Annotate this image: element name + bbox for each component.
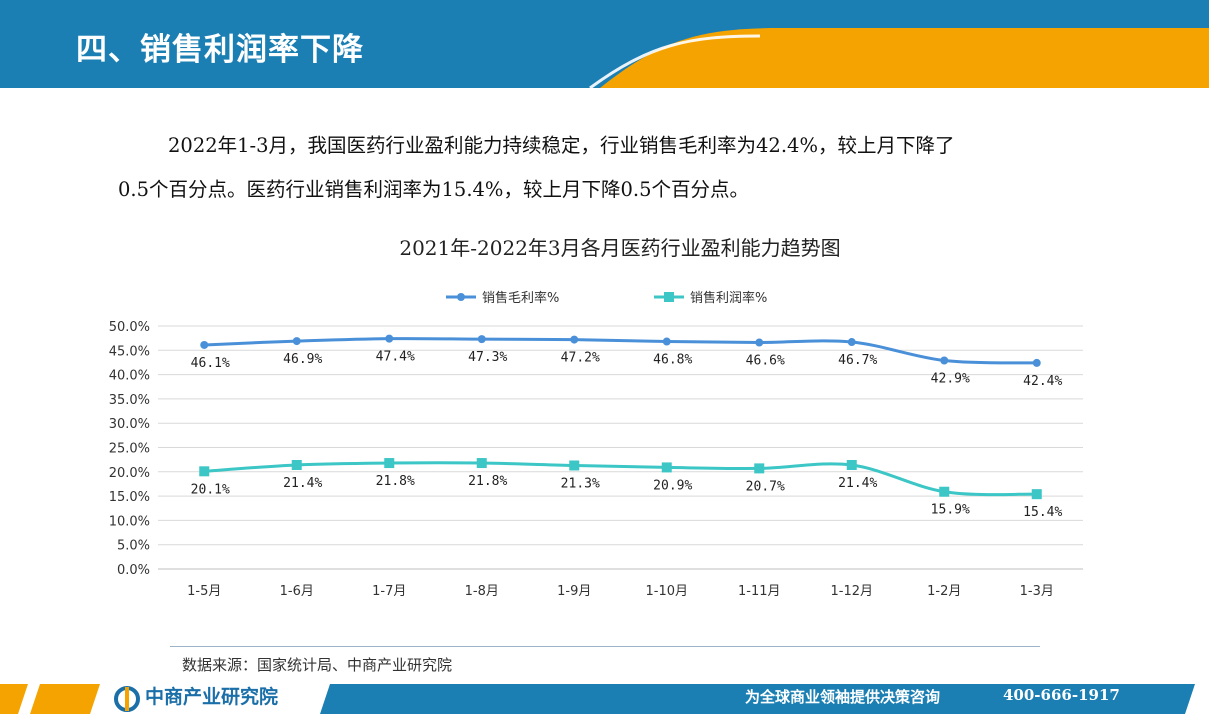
data-label: 21.3% [561, 476, 600, 491]
intro-line-2: 0.5个百分点。医药行业销售利润率为15.4%，较上月下降0.5个百分点。 [118, 178, 749, 201]
data-label: 20.7% [746, 479, 785, 494]
data-source: 数据来源：国家统计局、中商产业研究院 [182, 656, 453, 674]
x-tick-label: 1-7月 [372, 584, 406, 599]
data-point [200, 340, 209, 349]
data-point [939, 486, 950, 497]
data-label: 46.7% [838, 353, 877, 368]
legend-marker [664, 292, 674, 302]
data-label: 20.9% [653, 478, 692, 493]
data-point [661, 462, 672, 473]
footer-bar [0, 684, 1195, 714]
y-tick-label: 40.0% [109, 369, 150, 384]
x-tick-label: 1-11月 [738, 584, 781, 599]
series-line-1 [204, 337, 1037, 365]
y-tick-label: 0.0% [117, 563, 150, 578]
data-label: 46.8% [653, 353, 692, 368]
data-point [385, 334, 394, 343]
source-divider [170, 646, 1040, 647]
data-label: 47.4% [376, 350, 415, 365]
x-tick-label: 1-9月 [557, 584, 591, 599]
data-point [847, 338, 856, 347]
x-tick-label: 1-8月 [465, 584, 499, 599]
data-point [292, 337, 301, 346]
data-point [755, 338, 764, 347]
page-title: 四、销售利润率下降 [76, 32, 364, 68]
y-tick-label: 30.0% [109, 417, 150, 432]
x-tick-label: 1-2月 [927, 584, 961, 599]
page-header: 四、销售利润率下降 [0, 0, 1209, 88]
data-label: 21.8% [376, 474, 415, 489]
y-tick-label: 50.0% [109, 320, 150, 335]
x-tick-label: 1-3月 [1020, 584, 1054, 599]
chart-title: 2021年-2022年3月各月医药行业盈利能力趋势图 [399, 236, 841, 260]
y-tick-label: 5.0% [117, 539, 150, 554]
data-point [291, 459, 302, 470]
data-point [569, 460, 580, 471]
data-point [476, 458, 487, 469]
data-label: 46.6% [746, 354, 785, 369]
data-point [477, 335, 486, 344]
y-tick-label: 20.0% [109, 466, 150, 481]
data-point [199, 466, 210, 477]
data-label: 15.4% [1023, 505, 1062, 520]
x-tick-label: 1-5月 [187, 584, 221, 599]
x-tick-label: 1-10月 [645, 584, 688, 599]
data-label: 47.2% [561, 351, 600, 366]
logo-icon [114, 686, 140, 712]
legend-marker [457, 293, 465, 301]
footer-slogan: 为全球商业领袖提供决策咨询 [745, 688, 941, 706]
y-tick-label: 35.0% [109, 393, 150, 408]
data-point [754, 463, 765, 474]
y-tick-label: 25.0% [109, 442, 150, 457]
legend-label: 销售毛利率% [482, 290, 559, 306]
data-point [1031, 489, 1042, 500]
data-point [940, 356, 949, 365]
intro-line-1: 2022年1-3月，我国医药行业盈利能力持续稳定，行业销售毛利率为42.4%，较… [168, 134, 955, 157]
data-label: 47.3% [468, 350, 507, 365]
y-tick-label: 45.0% [109, 344, 150, 359]
series-line-2 [204, 461, 1037, 497]
header-orange-accent [589, 28, 1209, 88]
data-point [1032, 358, 1041, 367]
footer-logo-text: 中商产业研究院 [145, 686, 279, 708]
line-chart: 0.0% 5.0% 10.0% 15.0% 20.0% 25.0% 30.0% 35.0% 40… [109, 290, 1083, 599]
x-tick-label: 1-6月 [280, 584, 314, 599]
data-point [662, 337, 671, 346]
data-point [384, 458, 395, 469]
y-tick-label: 10.0% [109, 514, 150, 529]
data-point [570, 335, 579, 344]
data-label: 21.8% [468, 474, 507, 489]
data-label: 21.4% [838, 476, 877, 491]
y-tick-label: 15.0% [109, 490, 150, 505]
data-label: 15.9% [931, 503, 970, 518]
data-point [846, 459, 857, 470]
data-label: 42.9% [931, 372, 970, 387]
data-label: 20.1% [191, 482, 230, 497]
footer-phone: 400-666-1917 [1003, 686, 1120, 704]
data-label: 21.4% [283, 476, 322, 491]
data-label: 46.1% [191, 356, 230, 371]
x-tick-label: 1-12月 [830, 584, 873, 599]
intro-paragraph: 2022年1-3月，我国医药行业盈利能力持续稳定，行业销售毛利率为42.4%，较… [118, 124, 1118, 212]
data-label: 46.9% [283, 352, 322, 367]
legend-label: 销售利润率% [690, 290, 767, 306]
data-label: 42.4% [1023, 374, 1062, 389]
